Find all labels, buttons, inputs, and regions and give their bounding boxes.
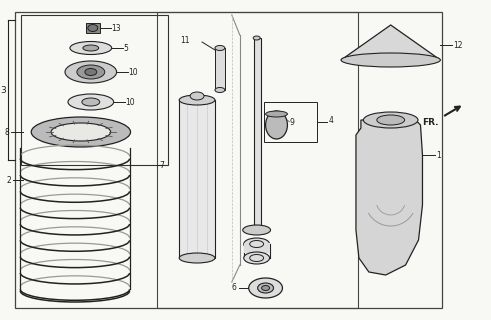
Ellipse shape (363, 112, 418, 128)
Text: 3: 3 (0, 85, 6, 94)
Text: 1: 1 (436, 150, 441, 159)
Ellipse shape (51, 123, 110, 141)
Ellipse shape (244, 252, 270, 264)
Ellipse shape (377, 115, 405, 125)
Bar (157, 12, 358, 308)
Ellipse shape (266, 111, 287, 139)
Bar (254, 38, 261, 230)
Ellipse shape (31, 117, 131, 147)
Text: 10: 10 (129, 68, 138, 76)
Ellipse shape (85, 68, 97, 76)
Bar (21, 15, 168, 165)
Ellipse shape (215, 87, 225, 92)
Text: 5: 5 (124, 44, 129, 52)
Ellipse shape (253, 36, 260, 40)
Ellipse shape (266, 111, 287, 117)
Polygon shape (356, 120, 422, 275)
Text: 7: 7 (160, 161, 164, 170)
Ellipse shape (244, 238, 270, 250)
Bar (244, 243, 270, 253)
Text: 2: 2 (6, 175, 11, 185)
Ellipse shape (243, 225, 271, 235)
Ellipse shape (83, 45, 99, 51)
Bar (86, 23, 100, 33)
Ellipse shape (77, 65, 105, 79)
Ellipse shape (249, 278, 282, 298)
Ellipse shape (179, 95, 215, 105)
Text: 12: 12 (453, 41, 463, 50)
Text: 13: 13 (111, 23, 121, 33)
Ellipse shape (82, 98, 100, 106)
Ellipse shape (179, 253, 215, 263)
Ellipse shape (88, 25, 98, 31)
Bar (15, 12, 442, 308)
Ellipse shape (258, 283, 273, 293)
Ellipse shape (70, 42, 111, 54)
Polygon shape (341, 25, 440, 60)
Ellipse shape (190, 92, 204, 100)
Bar (179, 100, 215, 258)
Ellipse shape (262, 285, 270, 291)
Text: 4: 4 (328, 116, 333, 124)
Ellipse shape (68, 94, 113, 110)
Ellipse shape (65, 61, 117, 83)
Bar (215, 48, 225, 90)
Text: 8: 8 (4, 127, 9, 137)
Bar (264, 102, 317, 142)
Text: 11: 11 (181, 36, 190, 44)
Ellipse shape (341, 53, 440, 67)
Ellipse shape (215, 45, 225, 51)
Text: FR.: FR. (422, 117, 439, 126)
Text: 10: 10 (126, 98, 135, 107)
Text: 9: 9 (289, 117, 294, 126)
Text: 6: 6 (232, 284, 237, 292)
